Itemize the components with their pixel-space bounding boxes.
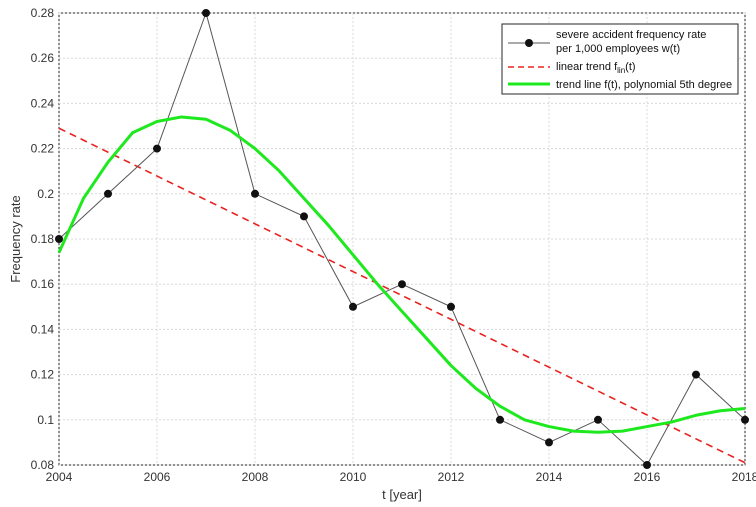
data-point-observed [349,302,357,311]
data-point-observed [300,212,308,221]
y-tick-label: 0.16 [31,277,55,291]
y-tick-label: 0.1 [37,413,54,427]
data-point-observed [692,370,700,379]
data-point-observed [496,415,504,424]
series-line-polynomial-trend [57,115,746,434]
series-layer [55,9,749,469]
y-tick-label: 0.12 [31,368,55,382]
legend-label-linear-main: linear trend f [556,61,618,73]
x-tick-label: 2012 [438,470,465,484]
y-tick-label: 0.22 [31,142,55,156]
data-point-observed [741,415,749,424]
legend-label-linear: linear trend flin(t) [556,61,636,75]
x-tick-label: 2014 [536,470,563,484]
data-point-observed [398,280,406,289]
legend: severe accident frequency rate per 1,000… [501,23,739,95]
data-point-observed [251,189,259,198]
legend-label-linear-sub: lin [617,66,625,75]
x-axis-label: t [year] [382,487,422,502]
y-tick-label: 0.08 [31,458,55,472]
data-point-observed [202,9,210,17]
y-axis-label: Frequency rate [8,195,23,282]
data-point-observed [104,189,112,198]
legend-label-linear-suffix: (t) [625,61,635,73]
legend-label-observed-line2: per 1,000 employees w(t) [556,43,680,55]
y-tick-label: 0.14 [31,322,55,336]
y-tick-label: 0.18 [31,232,55,246]
x-tick-label: 2010 [340,470,367,484]
data-point-observed [153,144,161,153]
data-point-observed [447,302,455,311]
y-axis: 0.08 0.1 0.12 0.14 0.16 0.18 0.2 0.22 0.24 0.26 0.… [31,6,55,472]
legend-marker-observed [525,39,533,47]
data-point-observed [545,438,553,447]
data-point-observed [594,415,602,424]
x-axis: 2004 2006 2008 2010 2012 2014 2016 2018 [46,470,756,484]
data-point-observed [643,461,651,469]
legend-label-polynomial: trend line f(t), polynomial 5th degree [556,79,732,91]
data-point-observed [55,235,63,243]
legend-label-observed-line1: severe accident frequency rate [556,29,706,41]
y-tick-label: 0.24 [31,96,55,110]
y-tick-label: 0.26 [31,51,55,65]
x-tick-label: 2006 [144,470,171,484]
y-tick-label: 0.2 [37,187,54,201]
y-tick-label: 0.28 [31,6,55,20]
x-tick-label: 2004 [46,470,73,484]
legend-box [501,23,739,95]
x-tick-label: 2008 [242,470,269,484]
x-tick-label: 2018 [732,470,756,484]
x-tick-label: 2016 [634,470,661,484]
